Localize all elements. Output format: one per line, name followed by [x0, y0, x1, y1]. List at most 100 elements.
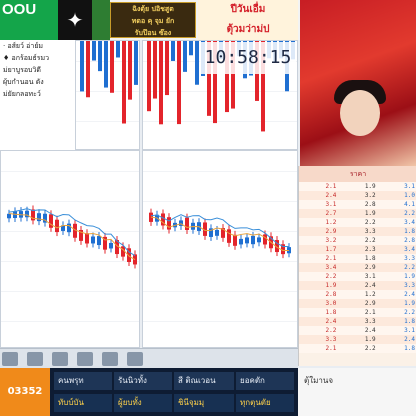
- candle-body: [227, 229, 231, 243]
- candle-body: [257, 237, 261, 243]
- info-row[interactable]: ผุ้บกำนอน ดัง: [3, 78, 44, 86]
- layout-icon[interactable]: [127, 352, 144, 366]
- volume-bar: [225, 41, 229, 113]
- candle-body: [55, 219, 59, 233]
- order-book-row[interactable]: 1.8 2.1 2.2: [299, 308, 416, 317]
- order-book-row[interactable]: 1.7 2.3 3.4: [299, 245, 416, 254]
- order-book-cell: 1.9: [364, 183, 376, 190]
- logo-text: OOU: [2, 1, 37, 18]
- order-book-cell: 2.4: [364, 327, 376, 334]
- order-book-cell: 2.1: [364, 309, 376, 316]
- order-book-cell: 3.3: [364, 228, 376, 235]
- volume-bar: [92, 41, 96, 61]
- order-book-cell: 3.1: [404, 327, 415, 334]
- candle-body: [25, 210, 29, 218]
- order-book-row[interactable]: 2.1 1.8 3.3: [299, 254, 416, 263]
- order-book-cell: 3.2: [364, 192, 376, 199]
- candle-body: [61, 225, 65, 231]
- volume-bar: [134, 41, 138, 85]
- order-book-row[interactable]: 1.2 2.2 3.4: [299, 218, 416, 227]
- order-book-cell: 1.8: [325, 309, 337, 316]
- volume-bar: [207, 41, 211, 116]
- order-book-row[interactable]: 2.2 3.1 1.9: [299, 272, 416, 281]
- order-book-cell: 3.3: [404, 282, 415, 289]
- order-book-cell: 2.2: [364, 219, 376, 226]
- status-cell[interactable]: ชินีจุมมุ: [174, 394, 234, 412]
- status-code-badge[interactable]: 03352: [0, 368, 50, 416]
- advert-banner[interactable]: ฉิงตุ้ย ปอิชสูต ทดอ คุ จุม ยัก รับป๊อน ซ…: [110, 2, 196, 38]
- order-book-row[interactable]: 3.3 1.9 2.4: [299, 335, 416, 344]
- candle-body: [263, 234, 267, 245]
- order-book-row[interactable]: 2.9 3.3 1.8: [299, 227, 416, 236]
- order-book-row[interactable]: 2.4 3.2 1.0: [299, 191, 416, 200]
- indicator-icon[interactable]: [52, 352, 69, 366]
- order-book-row[interactable]: 2.1 1.9 3.1: [299, 182, 416, 191]
- order-book-row[interactable]: 2.1 2.2 1.8: [299, 344, 416, 353]
- period-icon[interactable]: [77, 352, 94, 366]
- app-logo[interactable]: OOU: [0, 0, 58, 40]
- order-book-row[interactable]: 2.2 2.4 3.1: [299, 326, 416, 335]
- moving-average-line: [150, 214, 290, 247]
- order-book-cell: 2.4: [404, 291, 415, 298]
- order-book-row[interactable]: 1.9 2.4 3.3: [299, 281, 416, 290]
- candle-body: [127, 248, 131, 263]
- candle-body: [67, 223, 71, 233]
- candle-body: [85, 233, 89, 244]
- order-book-row[interactable]: 2.4 3.3 1.8: [299, 317, 416, 326]
- draw-icon[interactable]: [27, 352, 44, 366]
- order-book-cell: 2.9: [325, 228, 337, 235]
- status-cell[interactable]: สี ติณเวอน: [174, 372, 234, 390]
- order-book-cell: 1.8: [404, 345, 415, 352]
- volume-bar: [159, 41, 163, 125]
- info-row[interactable]: ม่ยาบูรอบวิดี: [3, 66, 41, 74]
- order-book-row[interactable]: 3.0 2.9 1.9: [299, 299, 416, 308]
- order-book-cell: 2.2: [404, 210, 415, 217]
- volume-chart-left[interactable]: [75, 40, 140, 150]
- zoom-icon[interactable]: [2, 352, 18, 366]
- status-cell[interactable]: คนพรุท: [54, 372, 112, 390]
- status-cell[interactable]: ผู้ยบทั้ง: [114, 394, 172, 412]
- order-book-row[interactable]: 2.7 1.9 2.2: [299, 209, 416, 218]
- order-book-cell: 2.4: [364, 282, 376, 289]
- candle-body: [91, 236, 95, 244]
- order-book-cell: 3.4: [404, 219, 415, 226]
- volume-bar: [98, 41, 102, 72]
- grid-line: [76, 121, 139, 122]
- volume-bar: [189, 41, 193, 56]
- candle-body: [7, 213, 11, 219]
- info-row[interactable]: ♦ อกร้อมธ์รมว: [3, 54, 50, 62]
- status-cell[interactable]: ทับบ์บัน: [54, 394, 112, 412]
- volume-bar: [104, 41, 108, 88]
- order-book-row[interactable]: 3.2 2.2 2.8: [299, 236, 416, 245]
- order-book-cell: 3.1: [364, 273, 376, 280]
- order-book-row[interactable]: 3.4 2.9 2.2: [299, 263, 416, 272]
- volume-bar: [153, 41, 157, 99]
- promo-banner[interactable]: ปีวันเอื่ม ตุ้วมว่าม่ป: [198, 0, 298, 40]
- order-book-cell: 2.4: [325, 192, 337, 199]
- star-icon[interactable]: ✦: [58, 0, 92, 40]
- order-book: ราคา 2.1 1.9 3.1 2.4 3.2 1.0 3.1 2.8 4.1 2.7 1.9 2.…: [298, 166, 416, 366]
- info-row[interactable]: ม่ยัยกลอทะว์: [3, 90, 41, 98]
- order-book-cell: 1.9: [364, 336, 376, 343]
- candlestick-chart-left[interactable]: [0, 150, 140, 348]
- settings-icon[interactable]: [102, 352, 119, 366]
- volume-bar: [122, 41, 126, 124]
- grid-line: [143, 121, 297, 122]
- candle-body: [37, 213, 41, 222]
- status-cell[interactable]: ยอคตัก: [236, 372, 294, 390]
- order-book-cell: 1.9: [404, 273, 415, 280]
- order-book-row[interactable]: 2.8 1.2 2.4: [299, 290, 416, 299]
- status-cell[interactable]: ทุกตุนตัย: [236, 394, 294, 412]
- order-book-cell: 1.0: [404, 192, 415, 199]
- grid-line: [1, 171, 139, 172]
- order-book-cell: 2.2: [325, 327, 337, 334]
- info-row[interactable]: · อส์ยว์ อ่าย์ม: [3, 42, 44, 50]
- candlestick-chart-right[interactable]: [142, 150, 298, 348]
- candle-body: [239, 238, 243, 245]
- order-book-cell: 3.3: [364, 318, 376, 325]
- order-book-row[interactable]: 3.1 2.8 4.1: [299, 200, 416, 209]
- status-cell[interactable]: รันนิวทั้ง: [114, 372, 172, 390]
- order-book-cell: 2.4: [404, 336, 415, 343]
- candle-body: [97, 236, 101, 246]
- candle-body: [161, 213, 165, 226]
